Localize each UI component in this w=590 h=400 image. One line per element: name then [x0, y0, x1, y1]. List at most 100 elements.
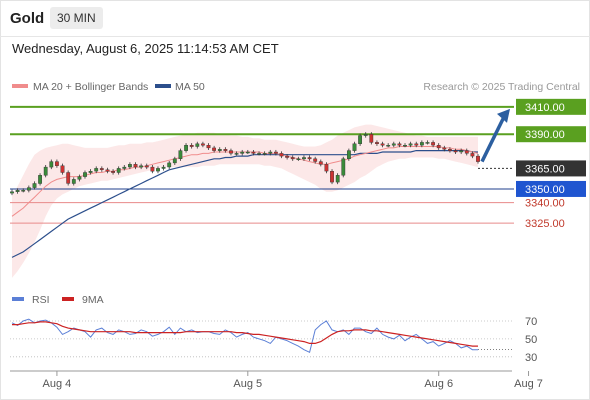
candle-body	[55, 161, 59, 166]
candle-body	[448, 149, 452, 151]
bollinger-band-fill	[12, 124, 478, 278]
price-label-3350: 3350.00	[525, 184, 565, 196]
candle-body	[431, 142, 435, 146]
candle-body	[206, 144, 211, 149]
candle-body	[442, 147, 447, 150]
candle-body	[380, 143, 385, 146]
symbol-title: Gold	[10, 10, 45, 27]
candle-body	[335, 175, 340, 183]
candle-body	[161, 166, 166, 169]
candle-body	[307, 157, 312, 160]
candle-body	[178, 150, 183, 160]
candle-body	[318, 161, 323, 165]
candle-body	[66, 172, 71, 184]
price-label-bg-3390	[516, 126, 586, 143]
candle-body	[408, 143, 413, 146]
price-label-3365: 3365.00	[525, 163, 565, 175]
candle-body	[403, 144, 407, 147]
candle-body	[116, 168, 121, 173]
candle-body	[150, 166, 155, 172]
rsi-legend-swatch	[12, 297, 24, 301]
candle-body	[10, 191, 14, 194]
candle-body	[139, 165, 143, 168]
x-tick-label: Aug 5	[233, 378, 262, 390]
candle-body	[425, 142, 430, 144]
ma20-line	[11, 146, 479, 217]
forecast-arrow-head	[497, 108, 510, 123]
rsi-ma-line	[12, 321, 478, 347]
candle-body	[279, 153, 284, 157]
candle-body	[167, 162, 172, 168]
candle-body	[397, 143, 402, 146]
candle-body	[184, 144, 188, 151]
candle-body	[391, 143, 396, 146]
credit-label: Research © 2025 Trading Central	[423, 81, 580, 93]
x-tick-label: Aug 6	[424, 378, 453, 390]
candle-body	[358, 135, 362, 145]
candle-body	[290, 157, 295, 160]
candle-body	[347, 150, 351, 160]
candle-body	[200, 143, 205, 146]
candle-body	[341, 158, 346, 176]
candle-body	[212, 147, 216, 151]
candle-body	[386, 144, 391, 147]
candle-body	[94, 168, 99, 172]
rsi-ma-legend-label: 9MA	[82, 294, 104, 306]
candle-body	[83, 172, 87, 177]
candle-body	[127, 164, 132, 168]
candle-body	[172, 158, 177, 164]
candle-body	[313, 158, 318, 162]
candle-body	[195, 143, 200, 147]
candle-body	[105, 169, 110, 172]
candle-body	[43, 166, 48, 176]
candle-body	[234, 153, 239, 155]
candle-body	[15, 190, 20, 192]
candle-body	[21, 190, 26, 192]
candle-body	[71, 179, 76, 184]
price-label-3410: 3410.00	[525, 102, 565, 114]
candle-body	[49, 161, 54, 168]
header-bar: Gold 30 MIN	[0, 0, 590, 37]
candle-body	[324, 164, 329, 172]
candle-body	[38, 175, 43, 184]
ma50-legend-swatch	[155, 84, 171, 88]
candle-body	[330, 170, 334, 183]
candle-body	[229, 150, 233, 154]
candle-body	[156, 168, 160, 172]
timeframe-badge[interactable]: 30 MIN	[50, 7, 103, 29]
candle-body	[274, 151, 278, 154]
candle-body	[459, 150, 464, 153]
price-label-bg-3410	[516, 98, 586, 115]
x-tick-label: Aug 4	[43, 378, 72, 390]
candle-body	[420, 142, 424, 146]
candle-body	[144, 165, 149, 168]
price-label-bg-3365	[516, 160, 586, 177]
candle-body	[285, 155, 289, 158]
price-labels: 3410.00 3390.00 3365.00 3350.00 3340.00 3325.…	[516, 98, 586, 230]
price-label-3340: 3340.00	[525, 198, 565, 210]
ma20-legend-label: MA 20 + Bollinger Bands	[33, 81, 148, 93]
candle-body	[133, 164, 138, 168]
candle-body	[363, 133, 368, 136]
candle-body	[268, 151, 273, 154]
forecast-arrow	[480, 108, 510, 163]
rsi-legend-label: RSI	[32, 294, 50, 306]
candle-body	[470, 153, 475, 157]
candle-body	[217, 149, 222, 151]
candle-body	[375, 142, 379, 144]
forecast-arrow-shaft	[480, 114, 507, 163]
price-label-bg-3350	[516, 180, 586, 197]
candle-body	[352, 143, 357, 151]
candle-body	[60, 165, 65, 173]
price-label-3390: 3390.00	[525, 129, 565, 141]
rsi-ma-legend-swatch	[62, 297, 74, 301]
ma50-line	[11, 150, 478, 258]
candle-body	[122, 166, 127, 169]
candle-body	[464, 150, 469, 154]
ma50-legend-label: MA 50	[175, 81, 205, 93]
candle-body	[251, 151, 256, 154]
candle-body	[296, 158, 301, 161]
rsi-tick-70: 70	[525, 316, 537, 328]
candle-body	[223, 149, 228, 151]
